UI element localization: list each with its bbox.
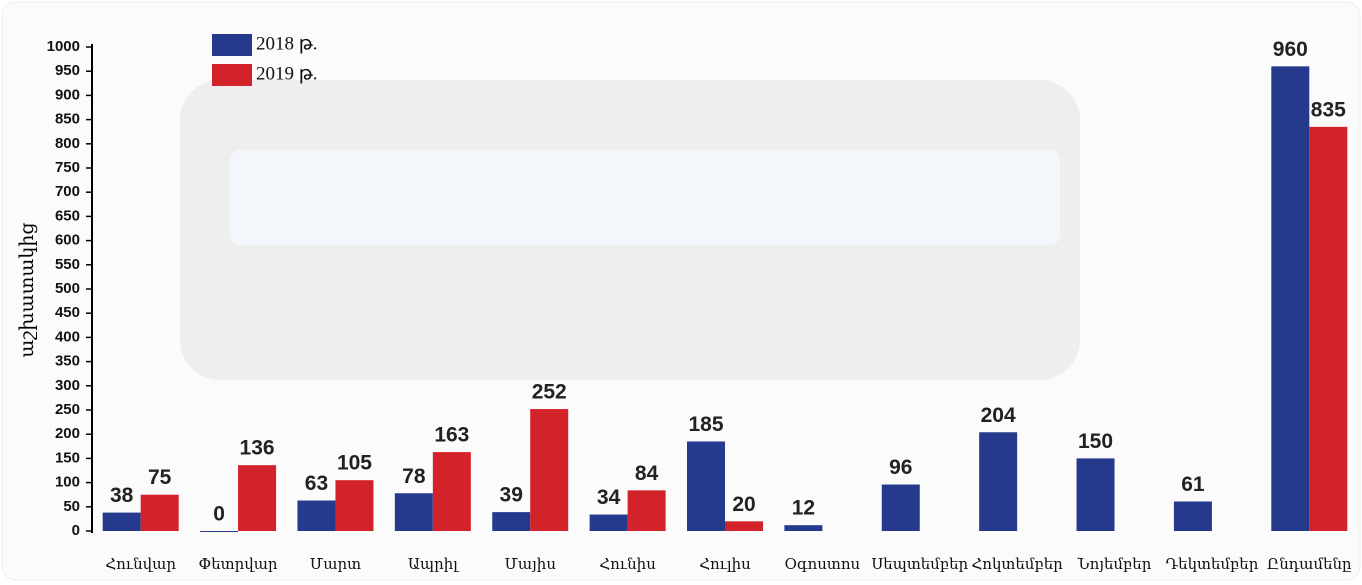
bar xyxy=(1309,126,1348,532)
bar xyxy=(297,500,336,531)
data-label: 39 xyxy=(500,484,523,507)
data-label: 105 xyxy=(337,452,372,475)
y-tick-label: 350 xyxy=(55,353,80,370)
y-tick-label: 950 xyxy=(55,62,80,79)
y-tick-label: 650 xyxy=(55,207,80,224)
y-tick-label: 700 xyxy=(55,183,80,200)
bar xyxy=(238,465,277,531)
data-label: 63 xyxy=(305,472,328,495)
x-tick-label: Հուլիս xyxy=(699,555,751,573)
bar xyxy=(432,452,471,531)
x-tick-label: Փետրվար xyxy=(199,555,278,573)
y-tick-label: 0 xyxy=(72,522,80,539)
x-tick-label: Հունվար xyxy=(105,555,176,573)
legend-label: 2018 թ. xyxy=(256,33,318,54)
bar xyxy=(335,480,374,531)
data-label: 20 xyxy=(732,493,755,516)
bar xyxy=(1271,66,1310,532)
bar xyxy=(1076,458,1115,531)
y-tick-label: 50 xyxy=(63,498,80,515)
y-tick-label: 600 xyxy=(55,232,80,249)
data-label: 34 xyxy=(597,486,621,509)
y-tick-label: 250 xyxy=(55,401,80,418)
legend-label: 2019 թ. xyxy=(256,63,318,84)
x-tick-label: Մարտ xyxy=(310,555,361,573)
x-tick-label: Հունիս xyxy=(599,555,656,573)
x-tick-label: Սեպտեմբեր xyxy=(871,555,968,573)
data-label: 835 xyxy=(1311,98,1346,121)
bar xyxy=(492,512,531,531)
y-tick-label: 750 xyxy=(55,159,80,176)
data-label: 96 xyxy=(889,456,912,479)
data-label: 61 xyxy=(1181,473,1205,496)
x-tick-label: Ապրիլ xyxy=(408,555,459,573)
bar xyxy=(589,514,628,531)
y-tick-label: 300 xyxy=(55,377,80,394)
bar xyxy=(530,409,569,531)
data-label: 84 xyxy=(635,462,659,485)
bar xyxy=(979,432,1018,531)
data-label: 78 xyxy=(402,465,426,488)
bar xyxy=(200,531,239,532)
data-label: 163 xyxy=(434,424,469,447)
bar xyxy=(784,525,823,531)
bar xyxy=(725,521,763,531)
data-label: 204 xyxy=(981,404,1016,427)
y-tick-label: 850 xyxy=(55,111,80,128)
y-tick-label: 500 xyxy=(55,280,80,297)
x-tick-label: Դեկտեմբեր xyxy=(1165,555,1258,573)
x-tick-label: Մայիս xyxy=(504,555,556,573)
legend-swatch xyxy=(212,34,252,56)
y-tick-label: 450 xyxy=(55,304,80,321)
data-label: 185 xyxy=(688,413,723,436)
y-tick-label: 400 xyxy=(55,328,80,345)
bar xyxy=(881,484,920,531)
data-label: 75 xyxy=(148,466,172,489)
x-tick-label: Նոյեմբեր xyxy=(1077,555,1152,573)
x-tick-label: Հոկտեմբեր xyxy=(971,555,1063,573)
data-label: 136 xyxy=(240,437,275,460)
backdrop xyxy=(180,80,1080,380)
y-tick-label: 800 xyxy=(55,135,80,152)
data-label: 12 xyxy=(792,497,815,520)
data-label: 252 xyxy=(532,381,567,404)
x-tick-label: Օգոստոս xyxy=(785,555,861,573)
data-label: 960 xyxy=(1273,38,1308,61)
y-tick-label: 150 xyxy=(55,449,80,466)
bar xyxy=(102,512,141,531)
bar xyxy=(140,494,179,531)
data-label: 150 xyxy=(1078,430,1113,453)
bar xyxy=(687,441,725,531)
bar xyxy=(1173,501,1212,531)
y-tick-label: 1000 xyxy=(47,38,80,55)
bar xyxy=(627,490,666,531)
bar xyxy=(394,493,433,531)
y-tick-label: 100 xyxy=(55,474,80,491)
y-axis-label: աշխատակից xyxy=(16,222,38,357)
data-label: 38 xyxy=(110,484,134,507)
legend-swatch xyxy=(212,64,252,86)
y-tick-label: 900 xyxy=(55,86,80,103)
y-tick-label: 550 xyxy=(55,256,80,273)
x-tick-label: Ընդամենը xyxy=(1267,555,1352,573)
y-tick-label: 200 xyxy=(55,425,80,442)
data-label: 0 xyxy=(213,503,225,526)
